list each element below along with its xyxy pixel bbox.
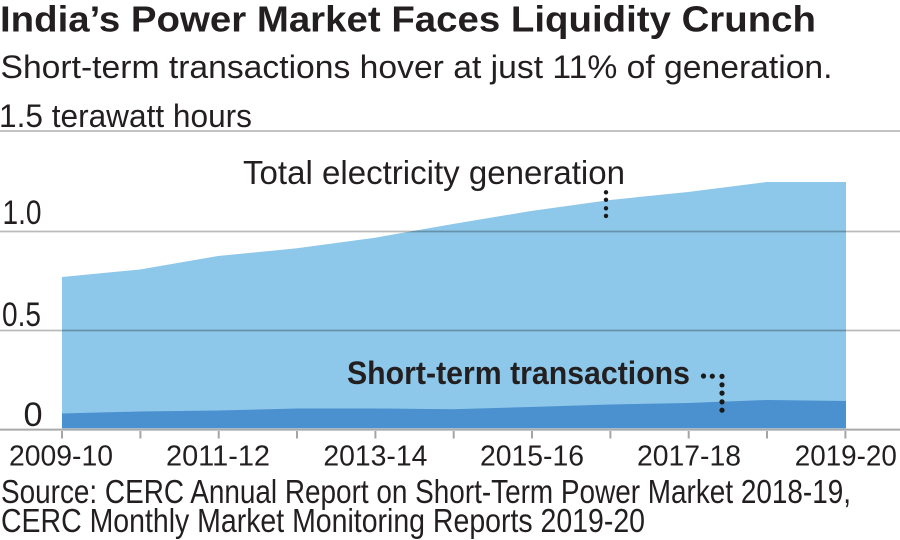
svg-text:2017-18: 2017-18: [637, 440, 741, 472]
svg-text:0: 0: [24, 396, 43, 434]
svg-text:1.5 terawatt hours: 1.5 terawatt hours: [0, 98, 252, 134]
svg-text:India’s Power Market Faces Liq: India’s Power Market Faces Liquidity Cru…: [0, 0, 816, 40]
svg-text:2013-14: 2013-14: [323, 440, 427, 472]
svg-text:2015-16: 2015-16: [480, 440, 584, 472]
svg-text:Short-term transactions hover: Short-term transactions hover at just 11…: [1, 49, 833, 85]
svg-text:Total electricity generation: Total electricity generation: [243, 154, 625, 191]
svg-text:CERC Monthly Market Monitoring: CERC Monthly Market Monitoring Reports 2…: [1, 502, 645, 539]
svg-text:Short-term transactions: Short-term transactions: [347, 355, 690, 391]
svg-text:2019-20: 2019-20: [795, 440, 897, 472]
svg-text:2009-10: 2009-10: [9, 440, 113, 472]
svg-text:1.0: 1.0: [3, 194, 42, 232]
svg-text:0.5: 0.5: [2, 296, 41, 334]
svg-text:Source: CERC Annual Report on: Source: CERC Annual Report on Short-Term…: [1, 473, 851, 510]
svg-text:2011-12: 2011-12: [166, 440, 270, 472]
